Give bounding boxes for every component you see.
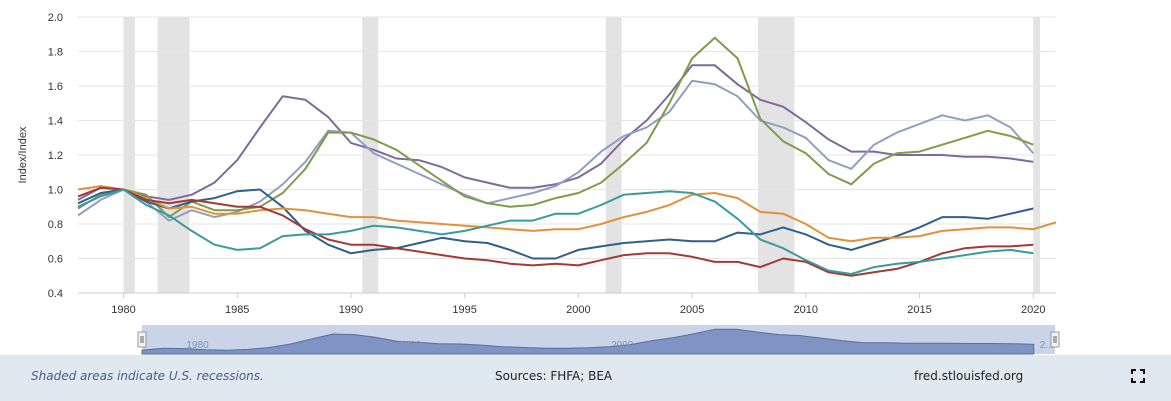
navigator-tick-label: 2... [1040,340,1054,351]
navigator-tick-label: 2010 [823,340,846,351]
x-tick-label: 2010 [794,304,818,316]
series-line-2 [77,79,1035,222]
series-line-7 [77,188,1034,275]
x-tick-label: 1980 [111,304,135,316]
x-tick-label: 1995 [452,304,476,316]
sources-text: Sources: FHFA; BEA [495,369,613,383]
chart-background [0,0,1171,355]
x-tick-label: 2005 [680,304,704,316]
recession-note: Shaded areas indicate U.S. recessions. [31,369,264,383]
y-tick-label: 1.2 [48,150,63,162]
x-tick-label: 2020 [1021,304,1045,316]
range-navigator[interactable]: 1980 1990 2000 2010 2... [137,325,1060,355]
navigator-handle-left[interactable] [137,331,147,348]
y-tick-label: 1.0 [48,185,63,197]
series-line-1 [77,64,1034,201]
series-line-5 [77,185,1057,243]
series-line-4 [77,188,1034,260]
navigator-area [141,328,1035,355]
series-line-6 [77,186,1034,277]
y-tick-label: 0.6 [48,254,63,266]
series-group [77,36,1057,277]
navigator-handle-right[interactable] [1050,331,1060,348]
y-tick-label: 1.8 [48,47,63,59]
y-tick-label: 1.4 [48,116,63,128]
x-axis: 1980 1985 1990 1995 2000 2005 2010 2015 2020 [78,292,1056,316]
y-tick-label: 2.0 [48,12,63,24]
site-link[interactable]: fred.stlouisfed.org [914,369,1024,383]
y-tick-label: 1.6 [48,81,63,93]
y-tick-label: 0.4 [48,288,63,300]
y-tick-label: 0.8 [48,219,63,231]
x-tick-label: 2015 [907,304,931,316]
navigator-tick-label: 1990 [399,340,422,351]
navigator-tick-label: 1980 [186,340,209,351]
series-line-3 [77,36,1034,219]
expand-icon[interactable] [1131,369,1145,383]
navigator-tick-label: 2000 [611,340,634,351]
x-tick-label: 1985 [225,304,249,316]
y-axis: 0.4 0.6 0.8 1.0 1.2 1.4 1.6 1.8 2.0 [48,12,63,300]
y-axis-label: Index/Index [17,126,29,183]
x-tick-label: 2000 [566,304,590,316]
x-tick-label: 1990 [339,304,363,316]
